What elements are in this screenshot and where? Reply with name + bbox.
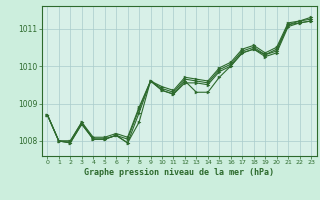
X-axis label: Graphe pression niveau de la mer (hPa): Graphe pression niveau de la mer (hPa) <box>84 168 274 177</box>
